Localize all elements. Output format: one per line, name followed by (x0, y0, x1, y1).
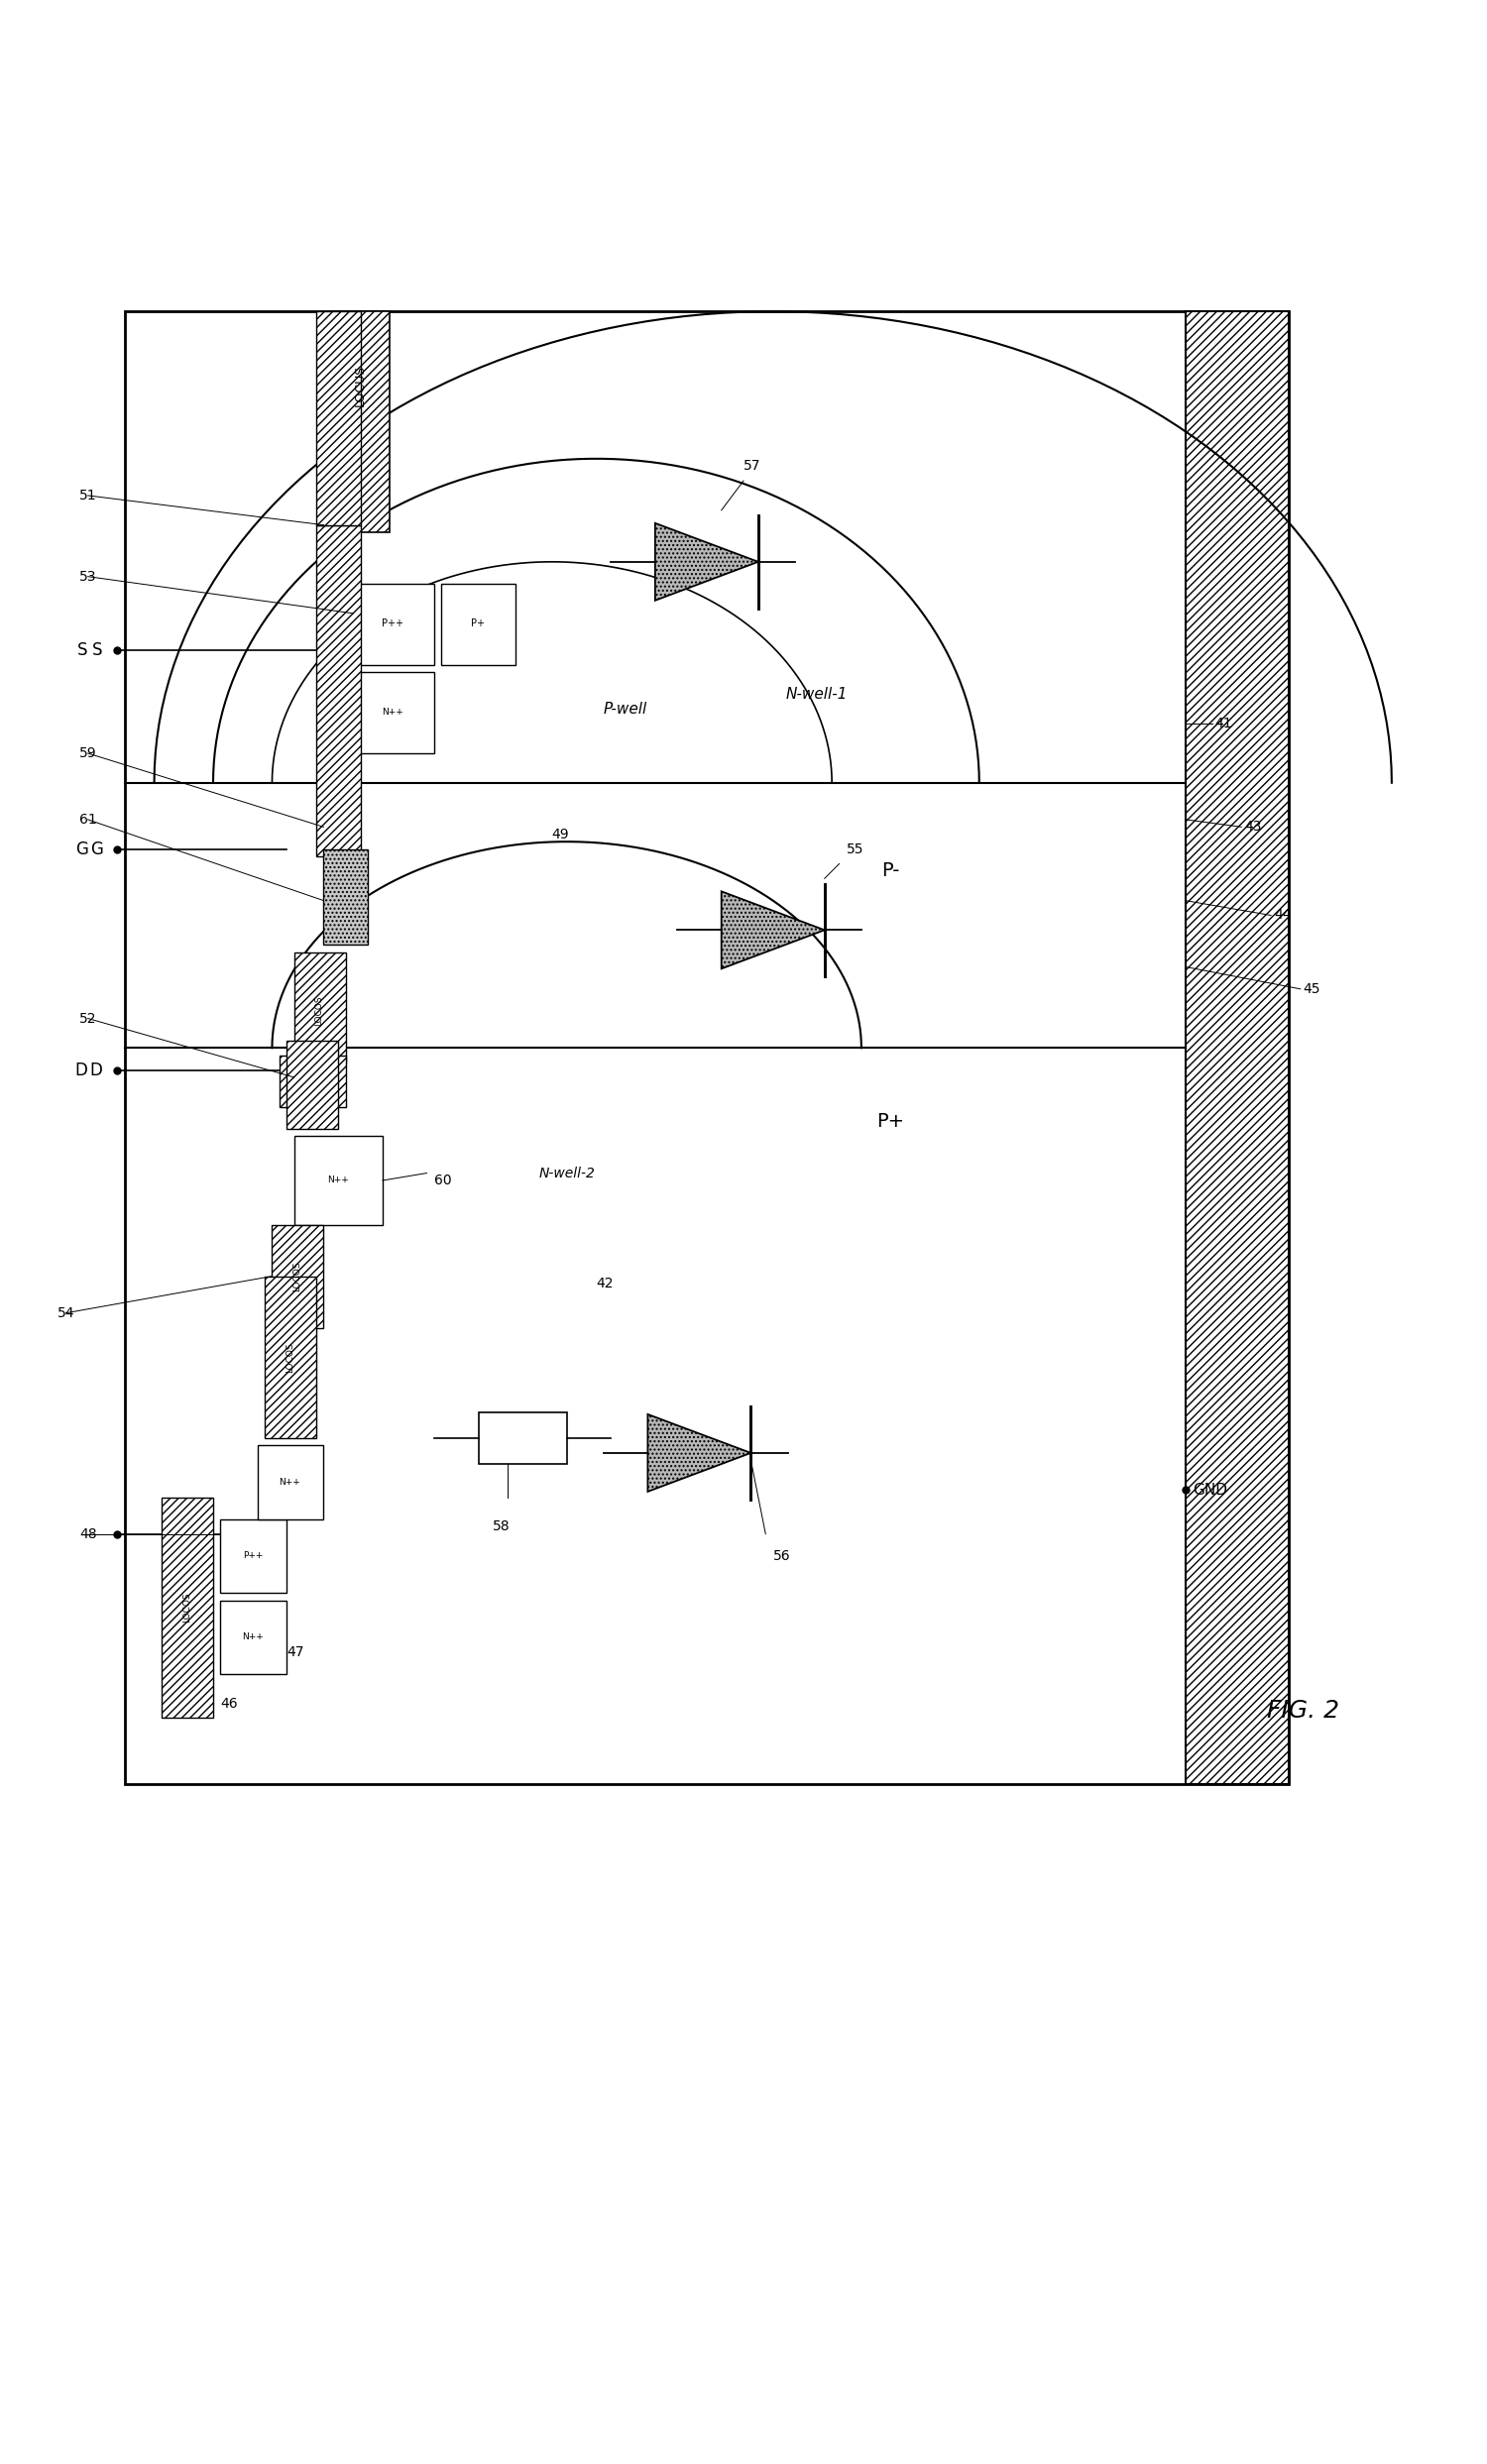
Bar (265, 1276, 317, 1439)
Text: P-: P- (882, 862, 900, 880)
Text: LOCOS: LOCOS (293, 1262, 302, 1291)
Text: D: D (76, 1062, 88, 1079)
Text: LOCOS: LOCOS (181, 1592, 190, 1624)
Text: D: D (89, 1062, 103, 1079)
Bar (352, 673, 434, 754)
Polygon shape (656, 522, 758, 601)
Bar (280, 1055, 345, 1106)
Text: P+: P+ (877, 1111, 904, 1131)
Text: LOCOS: LOCOS (286, 1343, 294, 1372)
Text: N++: N++ (242, 1634, 263, 1641)
Text: P+: P+ (471, 618, 485, 628)
Text: 49: 49 (552, 828, 570, 840)
Text: 48: 48 (79, 1528, 97, 1540)
Bar (1185, 310, 1289, 1784)
Text: 44: 44 (1274, 909, 1291, 922)
Text: N-well-1: N-well-1 (787, 687, 848, 702)
Text: 53: 53 (79, 569, 97, 584)
Text: P++: P++ (242, 1552, 263, 1560)
Text: 42: 42 (596, 1276, 614, 1291)
Text: 46: 46 (220, 1695, 238, 1710)
Bar (125, 310, 1289, 1784)
Text: 59: 59 (79, 747, 97, 761)
Bar (162, 1498, 213, 1717)
Bar (332, 310, 390, 532)
Bar (272, 1225, 324, 1328)
Text: G: G (76, 840, 88, 857)
Text: 52: 52 (79, 1013, 97, 1025)
Text: 60: 60 (434, 1173, 452, 1188)
Text: 41: 41 (1215, 717, 1233, 732)
Text: LOCUS: LOCUS (354, 365, 367, 407)
Bar (294, 951, 345, 1062)
Bar (479, 1412, 567, 1464)
Bar (294, 1136, 382, 1225)
Text: FIG. 2: FIG. 2 (1267, 1698, 1340, 1722)
Text: N++: N++ (327, 1175, 349, 1185)
Polygon shape (648, 1414, 751, 1491)
Text: 43: 43 (1245, 821, 1262, 833)
Text: N++: N++ (382, 707, 403, 717)
Text: S: S (77, 641, 88, 658)
Bar (220, 1520, 287, 1592)
Text: P++: P++ (382, 618, 404, 628)
Bar (220, 1599, 287, 1673)
Polygon shape (721, 892, 824, 968)
Text: 61: 61 (79, 813, 97, 825)
Bar (352, 584, 434, 665)
Text: 57: 57 (744, 458, 761, 473)
Bar (324, 850, 367, 944)
Text: 55: 55 (846, 843, 864, 855)
Text: 45: 45 (1303, 983, 1320, 995)
Text: LOCOS: LOCOS (315, 995, 324, 1025)
Text: 47: 47 (287, 1646, 305, 1658)
Text: P-well: P-well (604, 702, 647, 717)
Text: N-well-2: N-well-2 (538, 1165, 595, 1180)
Bar (317, 525, 360, 857)
Text: 56: 56 (773, 1550, 791, 1562)
Bar (317, 310, 360, 525)
Bar (442, 584, 515, 665)
Text: G: G (89, 840, 103, 857)
Text: S: S (92, 641, 103, 658)
Bar (287, 1040, 339, 1129)
Bar (257, 1446, 324, 1520)
Text: N++: N++ (280, 1478, 300, 1486)
Text: 51: 51 (79, 488, 97, 503)
Text: GND: GND (1193, 1483, 1228, 1498)
Text: 58: 58 (494, 1520, 510, 1533)
Text: 54: 54 (57, 1306, 74, 1321)
